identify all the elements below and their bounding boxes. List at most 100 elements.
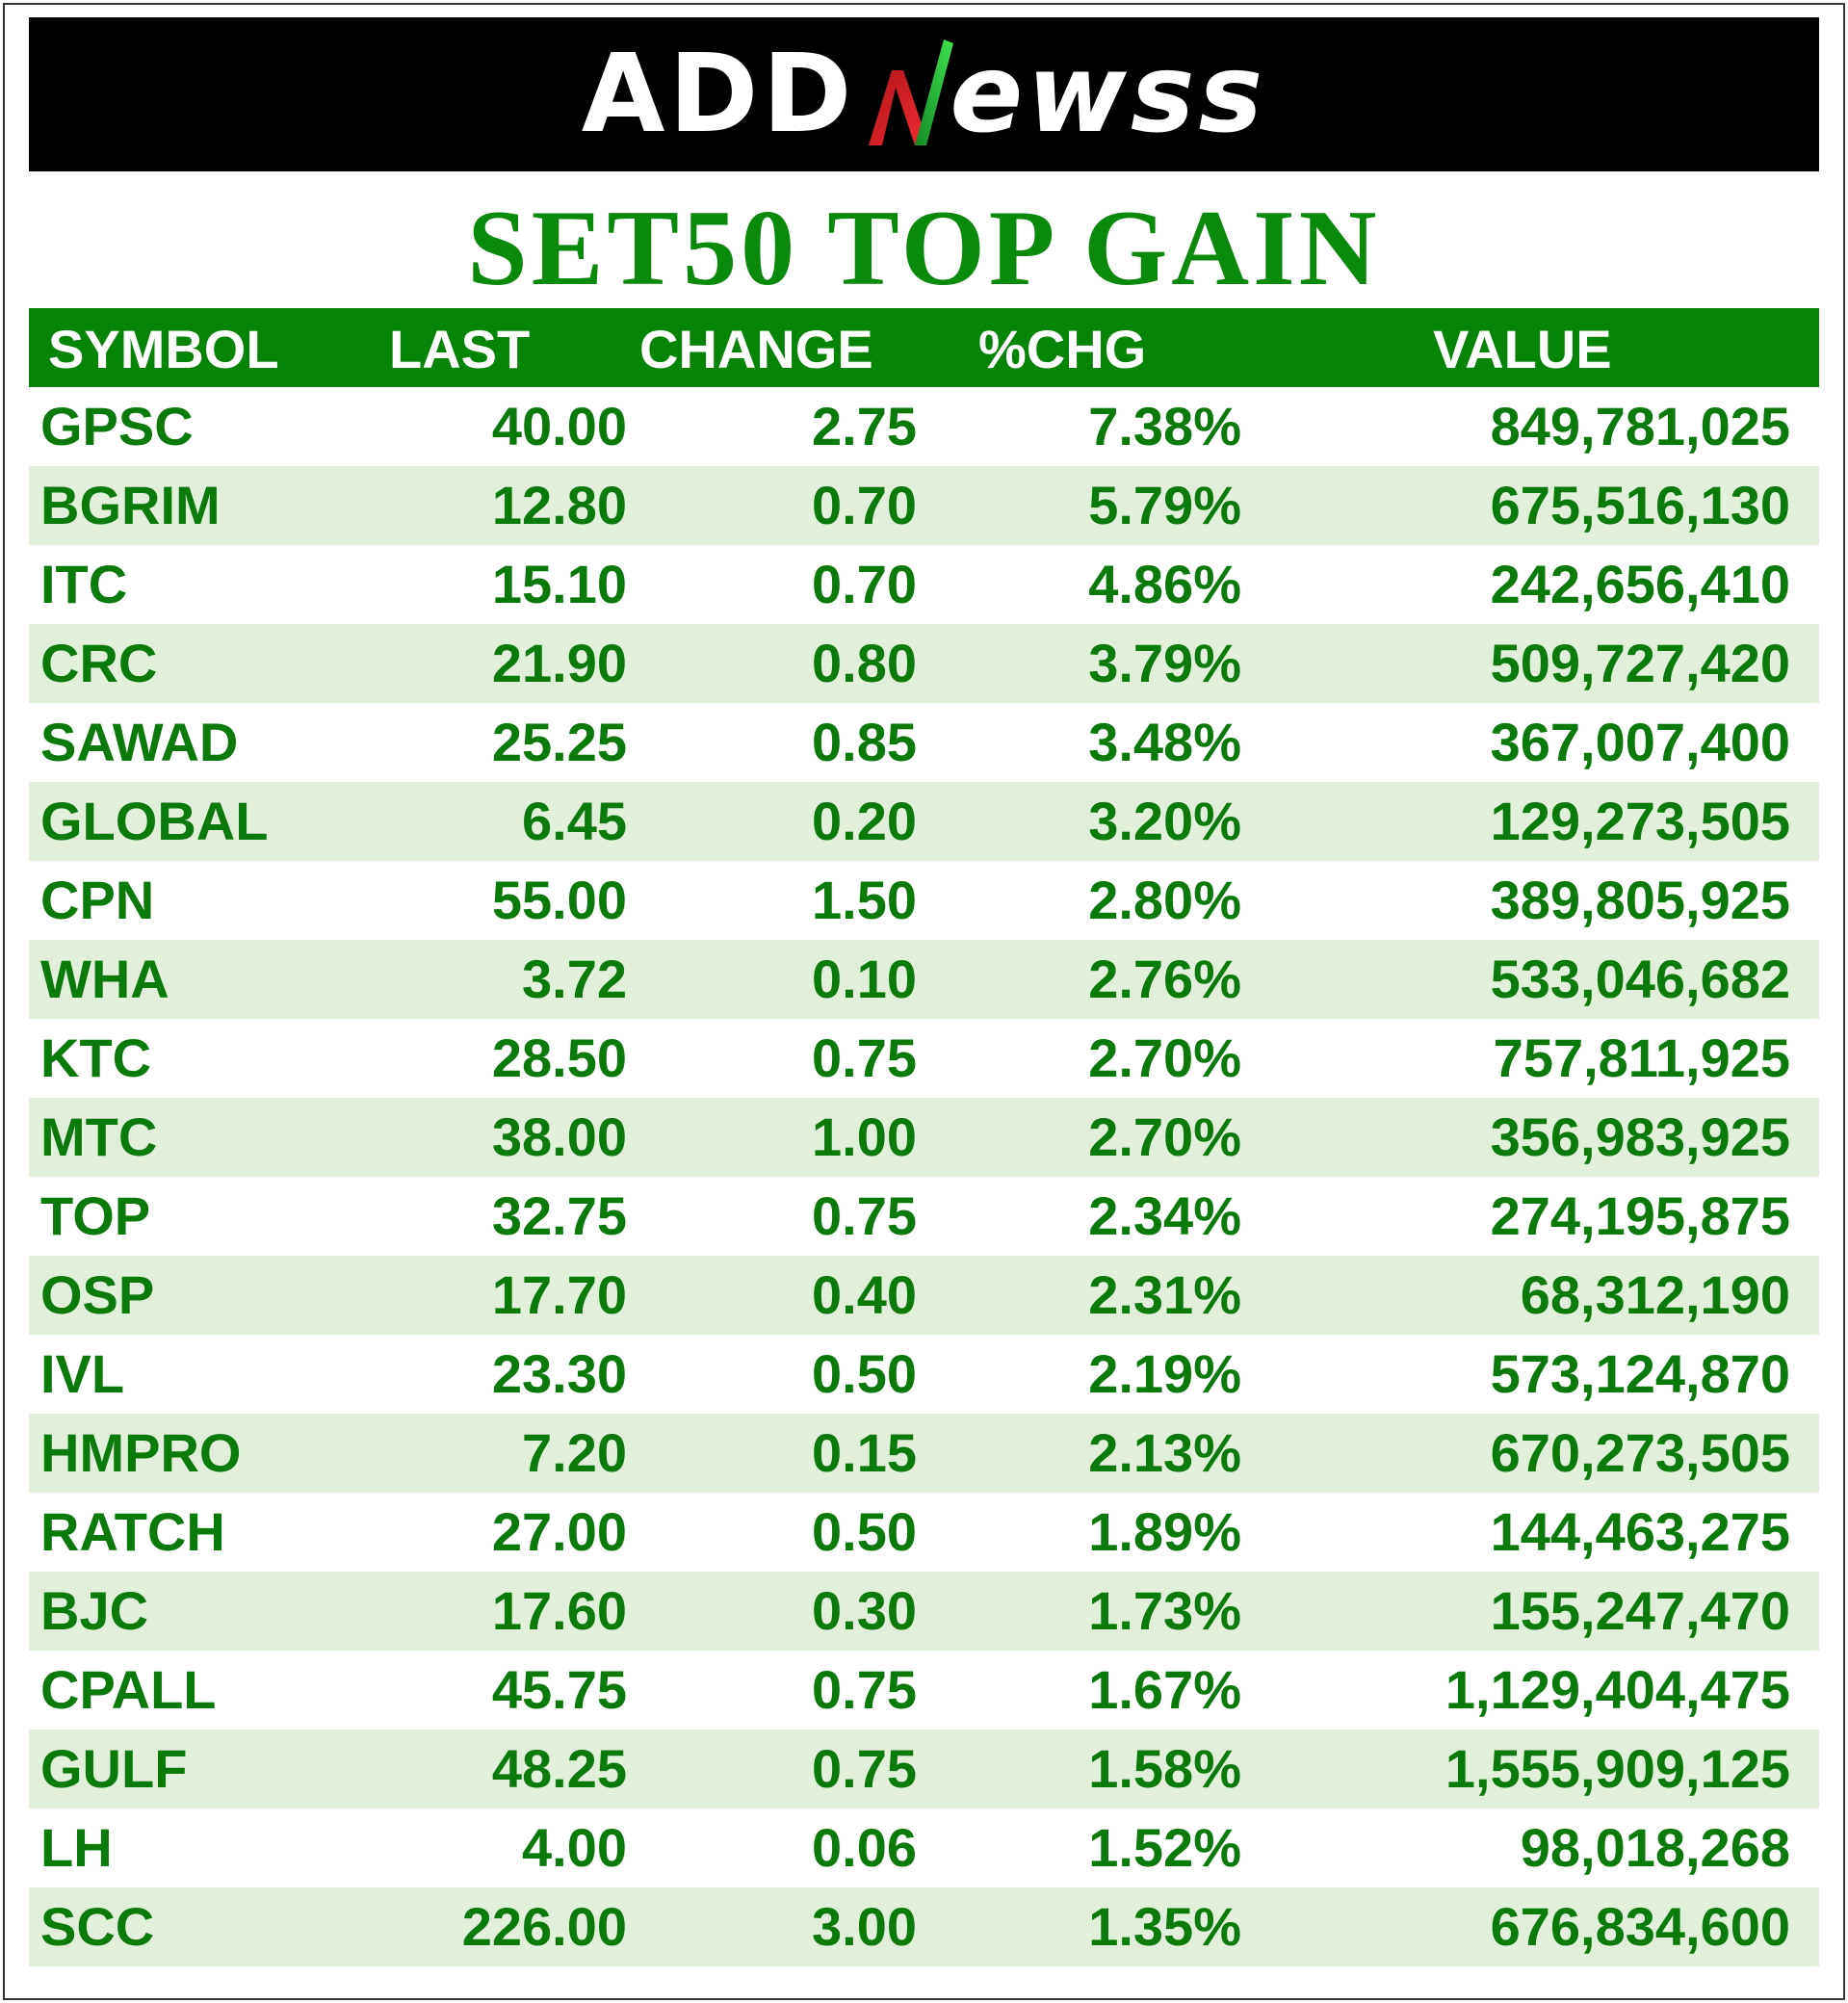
cell-pct-change: 2.19% [1088, 1343, 1241, 1404]
cell-value: 274,195,875 [1490, 1185, 1790, 1246]
cell-change: 0.50 [812, 1343, 917, 1404]
cell-value: 849,781,025 [1490, 396, 1790, 456]
table-row: ITC 15.10 0.70 4.86% 242,656,410 [29, 545, 1819, 624]
cell-pct-change: 2.80% [1088, 870, 1241, 930]
cell-symbol: IVL [40, 1343, 125, 1404]
cell-value: 1,129,404,475 [1445, 1659, 1790, 1720]
table-row: CRC 21.90 0.80 3.79% 509,727,420 [29, 624, 1819, 703]
cell-last: 40.00 [491, 396, 627, 456]
cell-symbol: MTC [40, 1106, 158, 1167]
table-row: KTC 28.50 0.75 2.70% 757,811,925 [29, 1019, 1819, 1098]
table-row: BGRIM 12.80 0.70 5.79% 675,516,130 [29, 466, 1819, 545]
cell-value: 675,516,130 [1490, 475, 1790, 535]
cell-symbol: LH [40, 1817, 113, 1878]
cell-value: 533,046,682 [1490, 949, 1790, 1009]
table-row: HMPRO 7.20 0.15 2.13% 670,273,505 [29, 1414, 1819, 1493]
table-row: MTC 38.00 1.00 2.70% 356,983,925 [29, 1098, 1819, 1177]
cell-last: 17.70 [491, 1264, 627, 1325]
col-header-last: LAST [389, 319, 531, 379]
cell-pct-change: 1.58% [1088, 1738, 1241, 1799]
cell-change: 0.10 [812, 949, 917, 1009]
cell-last: 12.80 [491, 475, 627, 535]
cell-symbol: BGRIM [40, 475, 221, 535]
cell-value: 144,463,275 [1490, 1501, 1790, 1562]
cell-change: 2.75 [812, 396, 917, 456]
cell-change: 0.06 [812, 1817, 917, 1878]
cell-last: 4.00 [522, 1817, 627, 1878]
cell-last: 15.10 [491, 554, 627, 614]
cell-symbol: BJC [40, 1580, 149, 1641]
cell-pct-change: 1.67% [1088, 1659, 1241, 1720]
cell-last: 23.30 [491, 1343, 627, 1404]
table-row: WHA 3.72 0.10 2.76% 533,046,682 [29, 940, 1819, 1019]
cell-last: 38.00 [491, 1106, 627, 1167]
table-row: RATCH 27.00 0.50 1.89% 144,463,275 [29, 1493, 1819, 1572]
cell-change: 0.20 [812, 791, 917, 851]
table-row: GULF 48.25 0.75 1.58% 1,555,909,125 [29, 1730, 1819, 1808]
cell-last: 6.45 [522, 791, 627, 851]
cell-pct-change: 1.89% [1088, 1501, 1241, 1562]
cell-value: 389,805,925 [1490, 870, 1790, 930]
cell-change: 0.70 [812, 554, 917, 614]
cell-pct-change: 1.35% [1088, 1896, 1241, 1957]
cell-symbol: WHA [40, 949, 169, 1009]
cell-value: 367,007,400 [1490, 712, 1790, 772]
cell-value: 155,247,470 [1490, 1580, 1790, 1641]
cell-symbol: HMPRO [40, 1422, 242, 1483]
logo-suffix: ewss [950, 32, 1267, 157]
cell-value: 676,834,600 [1490, 1896, 1790, 1957]
cell-value: 356,983,925 [1490, 1106, 1790, 1167]
cell-pct-change: 4.86% [1088, 554, 1241, 614]
cell-last: 45.75 [491, 1659, 627, 1720]
cell-last: 27.00 [491, 1501, 627, 1562]
table-row: GLOBAL 6.45 0.20 3.20% 129,273,505 [29, 782, 1819, 861]
cell-value: 129,273,505 [1490, 791, 1790, 851]
cell-last: 7.20 [522, 1422, 627, 1483]
table-row: LH 4.00 0.06 1.52% 98,018,268 [29, 1808, 1819, 1887]
table-row: SAWAD 25.25 0.85 3.48% 367,007,400 [29, 703, 1819, 782]
gainers-table: SYMBOL LAST CHANGE %CHG VALUE GPSC 40.00… [29, 308, 1819, 1966]
cell-value: 98,018,268 [1520, 1817, 1790, 1878]
cell-change: 1.00 [812, 1106, 917, 1167]
table-row: BJC 17.60 0.30 1.73% 155,247,470 [29, 1572, 1819, 1651]
cell-symbol: RATCH [40, 1501, 225, 1562]
cell-change: 0.15 [812, 1422, 917, 1483]
cell-change: 0.80 [812, 633, 917, 693]
cell-change: 0.75 [812, 1738, 917, 1799]
cell-value: 242,656,410 [1490, 554, 1790, 614]
cell-change: 1.50 [812, 870, 917, 930]
cell-value: 670,273,505 [1490, 1422, 1790, 1483]
cell-value: 757,811,925 [1493, 1028, 1790, 1088]
col-header-value: VALUE [1433, 319, 1612, 379]
cell-change: 0.70 [812, 475, 917, 535]
cell-pct-change: 2.13% [1088, 1422, 1241, 1483]
cell-pct-change: 7.38% [1088, 396, 1241, 456]
cell-pct-change: 2.76% [1088, 949, 1241, 1009]
cell-last: 17.60 [491, 1580, 627, 1641]
cell-symbol: SAWAD [40, 712, 239, 772]
cell-value: 573,124,870 [1490, 1343, 1790, 1404]
cell-symbol: CPALL [40, 1659, 217, 1720]
cell-last: 55.00 [491, 870, 627, 930]
cell-pct-change: 3.79% [1088, 633, 1241, 693]
col-header-change: CHANGE [639, 319, 873, 379]
cell-change: 0.50 [812, 1501, 917, 1562]
table-row: IVL 23.30 0.50 2.19% 573,124,870 [29, 1335, 1819, 1414]
cell-last: 21.90 [491, 633, 627, 693]
cell-pct-change: 3.48% [1088, 712, 1241, 772]
cell-last: 48.25 [491, 1738, 627, 1799]
table-row: SCC 226.00 3.00 1.35% 676,834,600 [29, 1887, 1819, 1966]
cell-pct-change: 2.70% [1088, 1028, 1241, 1088]
cell-value: 68,312,190 [1520, 1264, 1790, 1325]
cell-change: 3.00 [812, 1896, 917, 1957]
cell-pct-change: 3.20% [1088, 791, 1241, 851]
cell-value: 1,555,909,125 [1445, 1738, 1790, 1799]
table-row: CPN 55.00 1.50 2.80% 389,805,925 [29, 861, 1819, 940]
cell-symbol: GLOBAL [40, 791, 269, 851]
table-row: GPSC 40.00 2.75 7.38% 849,781,025 [29, 387, 1819, 466]
logo-prefix: ADD [581, 32, 856, 157]
cell-symbol: OSP [40, 1264, 155, 1325]
cell-last: 32.75 [491, 1185, 627, 1246]
cell-value: 509,727,420 [1490, 633, 1790, 693]
table-body: GPSC 40.00 2.75 7.38% 849,781,025 BGRIM … [29, 387, 1819, 1966]
